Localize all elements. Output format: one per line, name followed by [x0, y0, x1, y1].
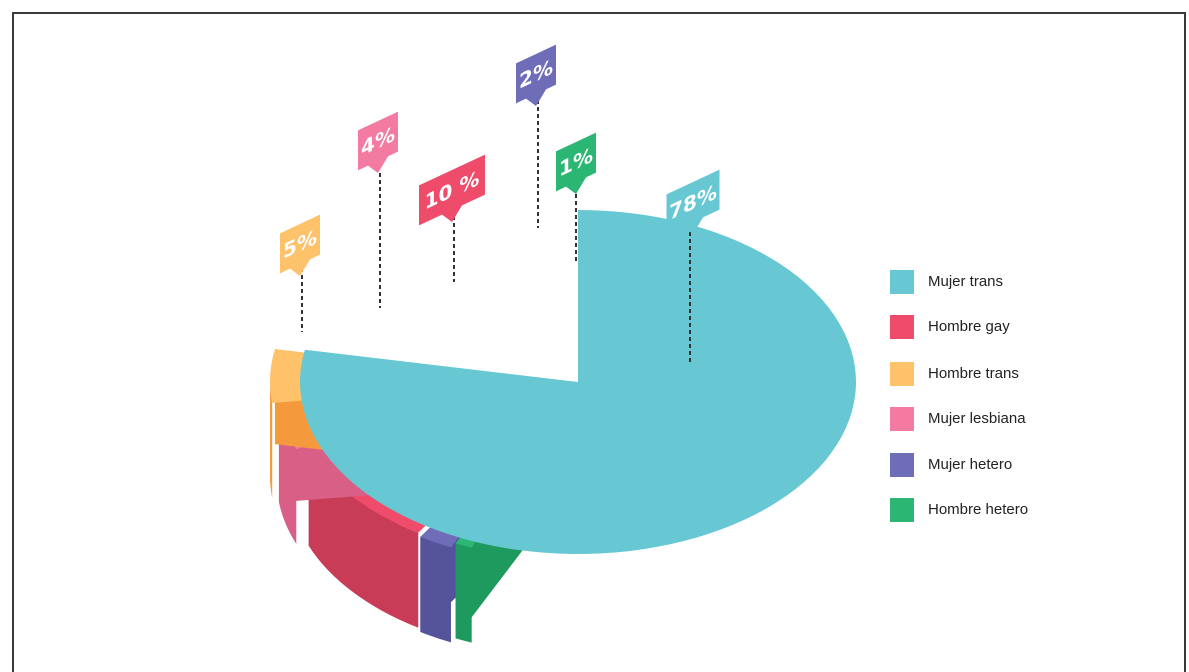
legend-swatch-hombre-hetero: [890, 498, 914, 522]
legend-swatch-mujer-lesbiana: [890, 407, 914, 431]
slice-side-hombre-hetero: [455, 543, 472, 643]
legend-swatch-mujer-trans: [890, 270, 914, 294]
legend-item-hombre-hetero: Hombre hetero: [890, 496, 1090, 524]
data-label-box-hombre-hetero: [556, 132, 596, 194]
data-label-mujer-hetero: 2%: [516, 44, 556, 106]
slice-side-hombre-trans: [270, 381, 273, 498]
data-label-box-mujer-lesbiana: [358, 111, 398, 173]
data-label-box-hombre-gay: [419, 154, 485, 226]
legend-item-mujer-hetero: Mujer hetero: [890, 451, 1090, 479]
legend-label-hombre-trans: Hombre trans: [928, 365, 1019, 382]
legend-swatch-hombre-gay: [890, 315, 914, 339]
legend-label-mujer-trans: Mujer trans: [928, 273, 1004, 290]
data-label-hombre-hetero: 1%: [556, 132, 596, 194]
legend-item-hombre-gay: Hombre gay: [890, 313, 1090, 341]
slice-mujer-trans: [299, 210, 856, 555]
slice-side-mujer-hetero: [420, 537, 451, 643]
chart-frame: [12, 12, 1186, 672]
data-label-mujer-lesbiana: 4%: [358, 111, 398, 173]
legend-label-hombre-gay: Hombre gay: [928, 318, 1010, 335]
legend-label-hombre-hetero: Hombre hetero: [928, 501, 1029, 518]
data-label-hombre-gay: 10 %: [419, 154, 485, 226]
data-label-box-mujer-trans: [666, 169, 720, 235]
legend-swatch-hombre-trans: [890, 362, 914, 386]
data-label-hombre-trans: 5%: [280, 214, 320, 276]
data-label-box-hombre-trans: [280, 214, 320, 276]
legend-swatch-mujer-hetero: [890, 453, 914, 477]
data-label-box-mujer-hetero: [516, 44, 556, 106]
legend-label-mujer-hetero: Mujer hetero: [928, 456, 1013, 473]
legend-item-hombre-trans: Hombre trans: [890, 360, 1090, 388]
legend-item-mujer-trans: Mujer trans: [890, 268, 1090, 296]
legend-item-mujer-lesbiana: Mujer lesbiana: [890, 405, 1090, 433]
legend-label-mujer-lesbiana: Mujer lesbiana: [928, 410, 1026, 427]
